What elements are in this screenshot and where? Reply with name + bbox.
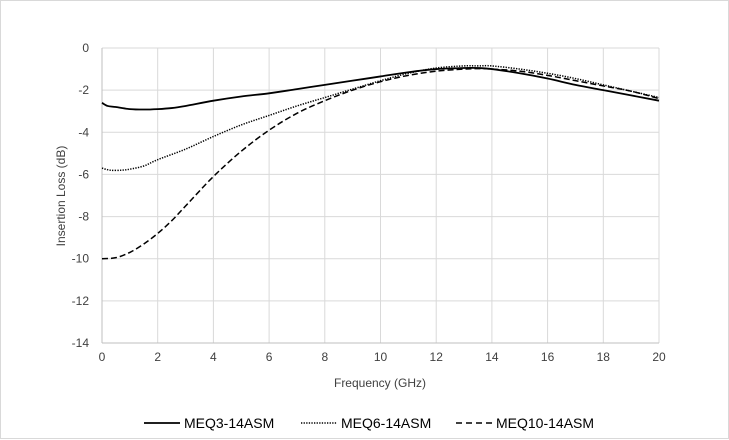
series-line-1 — [101, 66, 660, 111]
y-tick-labels: 0 -2 -4 -6 -8 -10 -12 -14 — [72, 41, 90, 350]
x-tick-label: 0 — [99, 350, 106, 364]
series-line-3 — [101, 67, 660, 260]
y-tick-label: -14 — [72, 336, 90, 350]
legend: MEQ3-14ASM MEQ6-14ASM MEQ10-14ASM — [144, 415, 594, 431]
x-tick-label: 16 — [541, 350, 555, 364]
x-tick-label: 20 — [652, 350, 666, 364]
y-tick-label: -12 — [72, 294, 90, 308]
y-tick-label: -8 — [78, 210, 89, 224]
legend-label-1: MEQ3-14ASM — [184, 415, 274, 431]
series-line-2 — [101, 64, 660, 172]
gridlines — [102, 47, 660, 343]
x-tick-label: 6 — [266, 350, 273, 364]
x-tick-label: 14 — [485, 350, 499, 364]
x-tick-labels: 0 2 4 6 8 10 12 14 16 18 20 — [99, 350, 666, 364]
y-tick-label: -2 — [78, 83, 89, 97]
y-tick-label: -4 — [78, 125, 89, 139]
legend-label-3: MEQ10-14ASM — [496, 415, 594, 431]
x-tick-label: 8 — [321, 350, 328, 364]
x-tick-label: 10 — [374, 350, 388, 364]
x-tick-label: 18 — [597, 350, 611, 364]
y-tick-label: 0 — [82, 41, 89, 55]
y-axis-title: Insertion Loss (dB) — [54, 146, 68, 247]
x-tick-label: 4 — [210, 350, 217, 364]
y-tick-label: -6 — [78, 167, 89, 181]
x-tick-label: 2 — [154, 350, 161, 364]
x-axis-title: Frequency (GHz) — [334, 376, 426, 390]
series-lines — [101, 64, 660, 260]
y-tick-label: -10 — [72, 252, 90, 266]
axes — [101, 48, 659, 344]
legend-label-2: MEQ6-14ASM — [341, 415, 431, 431]
x-tick-label: 12 — [430, 350, 444, 364]
